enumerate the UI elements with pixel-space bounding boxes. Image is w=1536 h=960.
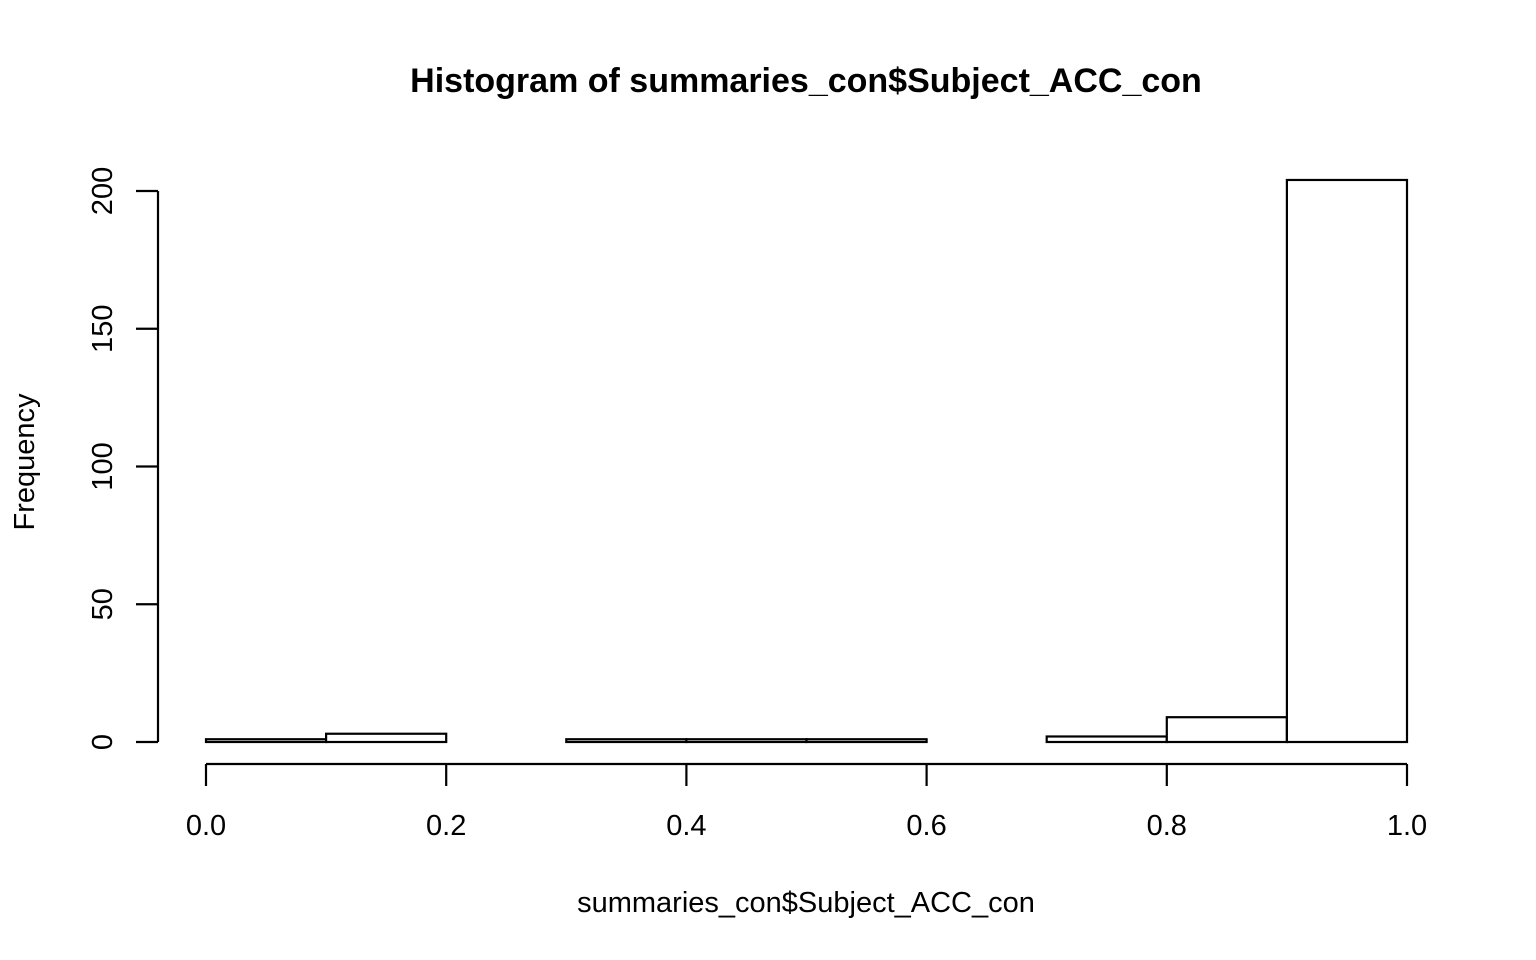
x-axis-label: summaries_con$Subject_ACC_con bbox=[577, 887, 1035, 919]
histogram-bar-0 bbox=[204, 738, 328, 744]
y-tick-label: 150 bbox=[87, 305, 119, 353]
histogram-bar-1 bbox=[325, 732, 448, 744]
x-tick-label: 0.0 bbox=[186, 810, 226, 842]
y-tick-label: 50 bbox=[87, 588, 119, 620]
histogram-bar-8 bbox=[1165, 716, 1289, 744]
chart-title: Histogram of summaries_con$Subject_ACC_c… bbox=[410, 62, 1202, 100]
x-tick-label: 0.2 bbox=[426, 810, 466, 842]
x-tick-label: 1.0 bbox=[1387, 810, 1427, 842]
x-tick-label: 0.6 bbox=[906, 810, 946, 842]
y-axis-label: Frequency bbox=[9, 393, 41, 531]
x-axis: 0.0 0.2 0.4 0.6 0.8 1.0 bbox=[186, 762, 1427, 842]
histogram-bar-4 bbox=[685, 738, 808, 744]
y-tick-label: 0 bbox=[87, 734, 119, 750]
x-tick-label: 0.4 bbox=[666, 810, 706, 842]
histogram-bars bbox=[204, 178, 1409, 744]
y-tick-label: 100 bbox=[87, 442, 119, 490]
histogram-bar-9 bbox=[1285, 178, 1409, 744]
histogram-bar-5 bbox=[805, 738, 928, 744]
x-tick-label: 0.8 bbox=[1147, 810, 1187, 842]
y-axis: 0 50 100 150 200 bbox=[87, 167, 160, 750]
y-tick-label: 200 bbox=[87, 167, 119, 215]
histogram-bar-7 bbox=[1045, 735, 1168, 744]
histogram-bar-3 bbox=[565, 738, 688, 744]
